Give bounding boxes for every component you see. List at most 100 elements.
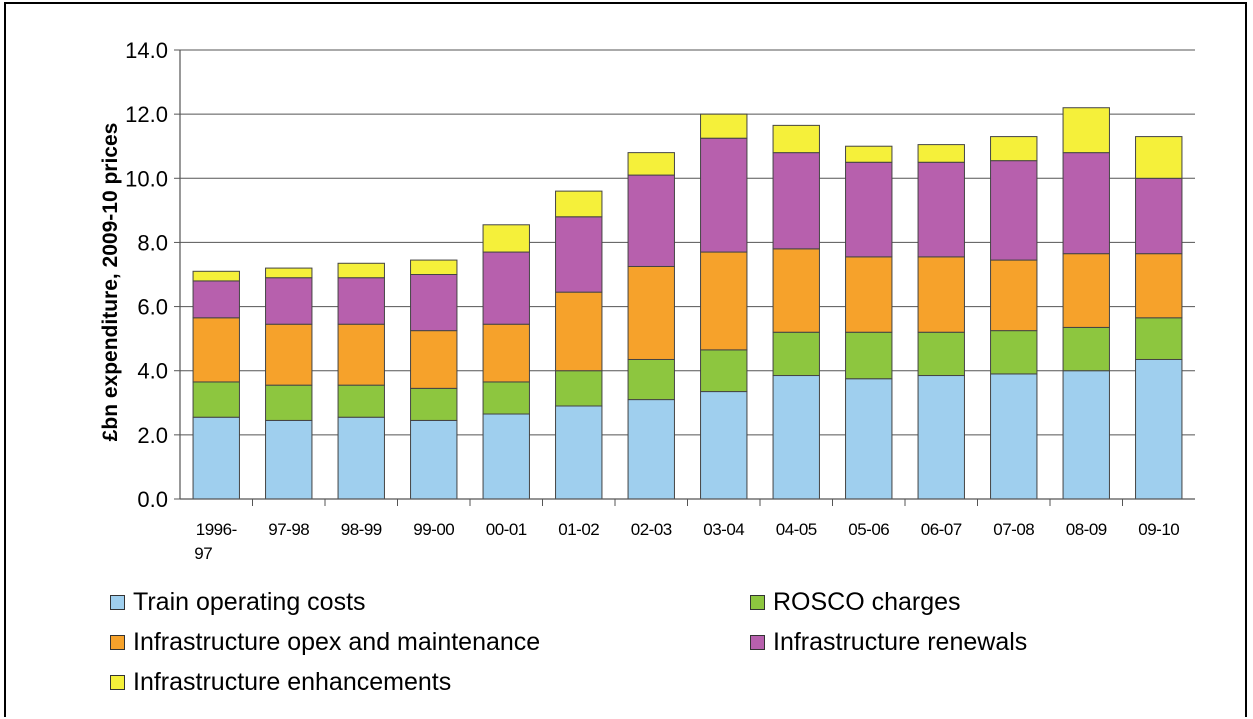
legend-swatch xyxy=(750,595,765,610)
bar-segment xyxy=(555,291,603,372)
x-tick-label: 1996- xyxy=(196,520,237,539)
y-tick-label: 2.0 xyxy=(137,423,168,448)
bar-segment xyxy=(772,124,820,154)
x-axis-labels: 1996- 97 97-98 98-99 99-00 00-01 01-02 02-03 03-… xyxy=(194,520,1180,563)
x-tick-label: 03-04 xyxy=(703,520,744,539)
legend-item: Infrastructure renewals xyxy=(750,628,1027,657)
legend-label: ROSCO charges xyxy=(773,588,961,616)
bar-segment xyxy=(917,256,965,333)
bar-segment xyxy=(265,323,313,386)
bar-segment xyxy=(917,331,965,377)
bar-segment xyxy=(845,145,893,163)
bar-segment xyxy=(772,248,820,333)
y-tick-label: 10.0 xyxy=(125,166,168,191)
bar-segment xyxy=(990,136,1038,162)
x-tick-label: 07-08 xyxy=(993,520,1034,539)
bar-segment xyxy=(555,190,603,218)
bar-segment xyxy=(192,280,240,319)
x-tick-label: 97-98 xyxy=(268,520,309,539)
x-tick-label: 00-01 xyxy=(486,520,527,539)
bar-segment xyxy=(700,251,748,351)
bar-segment xyxy=(555,405,603,500)
legend-swatch xyxy=(750,635,765,650)
bar-segment xyxy=(410,419,458,500)
bar-segment xyxy=(917,144,965,163)
bar-segment xyxy=(410,330,458,389)
bar-segment xyxy=(1062,253,1110,328)
bar-segment xyxy=(482,251,530,325)
bar-segment xyxy=(265,267,313,279)
bar-segment xyxy=(990,160,1038,261)
bar-segment xyxy=(700,137,748,253)
y-tick-label: 4.0 xyxy=(137,359,168,384)
legend-item: ROSCO charges xyxy=(750,588,961,617)
bar-segment xyxy=(845,378,893,500)
bar-segment xyxy=(700,113,748,139)
bar-segment xyxy=(1135,177,1183,255)
bars xyxy=(192,107,1183,500)
y-tick-label: 14.0 xyxy=(125,38,168,63)
x-tick-label: 99-00 xyxy=(413,520,454,539)
bar-segment xyxy=(410,387,458,421)
bar-segment xyxy=(627,358,675,401)
bar-segment xyxy=(1135,253,1183,319)
bar-segment xyxy=(772,331,820,377)
x-tick-label: 01-02 xyxy=(558,520,599,539)
legend-label: Infrastructure renewals xyxy=(773,628,1028,656)
bar-segment xyxy=(1135,317,1183,360)
x-tick-label: 06-07 xyxy=(921,520,962,539)
bar-segment xyxy=(627,152,675,176)
legend: Train operating costs Infrastructure opex… xyxy=(110,588,1110,718)
x-tick-label: 02-03 xyxy=(631,520,672,539)
bar-segment xyxy=(482,381,530,415)
y-tick-label: 12.0 xyxy=(125,102,168,127)
y-axis-label: £bn expenditure, 2009-10 prices xyxy=(99,123,122,442)
x-tick-label: 97 xyxy=(194,544,212,563)
bar-segment xyxy=(337,384,385,418)
legend-swatch xyxy=(110,595,125,610)
bar-segment xyxy=(265,277,313,325)
legend-label: Infrastructure opex and maintenance xyxy=(133,628,541,656)
bar-segment xyxy=(265,419,313,500)
grid-lines xyxy=(180,49,1195,436)
bar-segment xyxy=(627,174,675,267)
axes xyxy=(179,50,1195,506)
x-tick-label: 09-10 xyxy=(1138,520,1179,539)
legend-item: Infrastructure enhancements xyxy=(110,668,451,697)
bar-segment xyxy=(845,331,893,380)
bar-segment xyxy=(772,152,820,250)
y-tick-label: 8.0 xyxy=(137,230,168,255)
bar-segment xyxy=(192,270,240,282)
y-tick-label: 0.0 xyxy=(137,487,168,512)
bar-segment xyxy=(1135,136,1183,179)
legend-label: Infrastructure enhancements xyxy=(133,668,452,696)
legend-item: Infrastructure opex and maintenance xyxy=(110,628,540,657)
bar-segment xyxy=(482,224,530,253)
y-axis-ticks: 0.0 2.0 4.0 6.0 8.0 10.0 12.0 14.0 xyxy=(125,38,180,512)
legend-swatch xyxy=(110,675,125,690)
bar-segment xyxy=(1135,358,1183,500)
bar-segment xyxy=(192,317,240,383)
bar-segment xyxy=(700,391,748,500)
legend-item: Train operating costs xyxy=(110,588,366,617)
x-tick-label: 08-09 xyxy=(1066,520,1107,539)
x-tick-label: 98-99 xyxy=(341,520,382,539)
bar-segment xyxy=(1062,370,1110,500)
bar-segment xyxy=(627,265,675,360)
bar-segment xyxy=(845,161,893,258)
bar-segment xyxy=(917,375,965,500)
bar-segment xyxy=(337,262,385,279)
bar-segment xyxy=(1062,152,1110,255)
legend-label: Train operating costs xyxy=(133,588,366,616)
bar-segment xyxy=(555,216,603,293)
bar-segment xyxy=(990,330,1038,375)
bar-segment xyxy=(990,259,1038,332)
bar-segment xyxy=(1062,107,1110,154)
x-tick-label: 04-05 xyxy=(776,520,817,539)
y-tick-label: 6.0 xyxy=(137,295,168,320)
bar-segment xyxy=(1062,326,1110,372)
bar-segment xyxy=(410,274,458,332)
bar-segment xyxy=(482,413,530,500)
bar-segment xyxy=(990,373,1038,500)
